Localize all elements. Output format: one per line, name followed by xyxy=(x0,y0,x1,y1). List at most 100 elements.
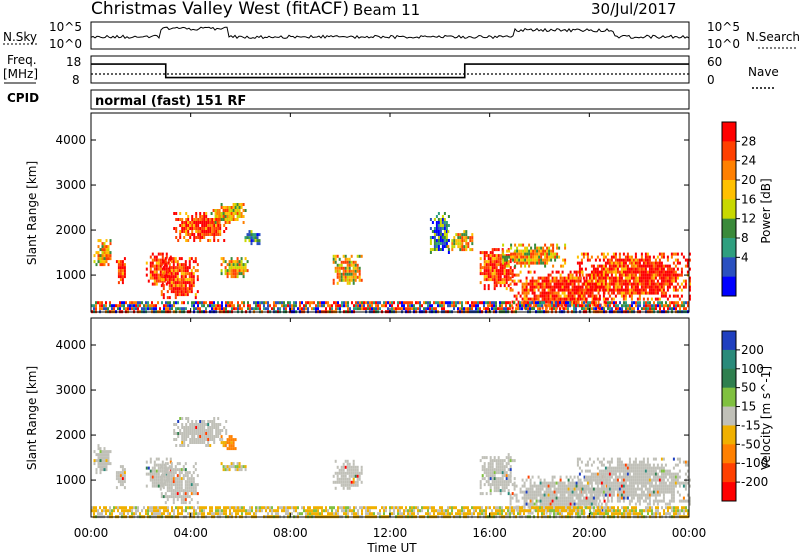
echo-cell xyxy=(161,469,164,473)
echo-cell xyxy=(103,447,106,451)
echo-cell xyxy=(188,290,191,294)
echo-cell xyxy=(519,294,522,298)
echo-cell xyxy=(616,487,619,491)
echo-cell xyxy=(491,263,494,267)
echo-cell xyxy=(153,469,156,473)
echo-cell xyxy=(352,266,355,270)
echo-cell xyxy=(477,307,479,311)
echo-cell xyxy=(183,224,186,227)
echo-cell xyxy=(645,307,647,311)
echo-cell xyxy=(553,291,556,295)
echo-cell xyxy=(656,502,659,506)
echo-cell xyxy=(375,307,377,311)
echo-cell xyxy=(178,492,181,496)
echo-cell xyxy=(551,475,554,479)
echo-cell xyxy=(373,307,375,311)
echo-cell xyxy=(569,304,571,308)
echo-cell xyxy=(684,258,687,262)
echo-cell xyxy=(622,469,625,473)
echo-cell xyxy=(604,279,607,283)
echo-cell xyxy=(533,481,536,485)
echo-cell xyxy=(602,484,605,488)
echo-cell xyxy=(559,475,562,479)
echo-cell xyxy=(212,209,215,212)
echo-cell xyxy=(121,272,124,276)
echo-cell xyxy=(224,218,227,221)
echo-cell xyxy=(356,468,359,472)
echo-cell xyxy=(672,273,675,277)
echo-cell xyxy=(151,270,154,274)
echo-cell xyxy=(203,301,205,305)
echo-cell xyxy=(549,493,552,497)
echo-cell xyxy=(101,301,103,305)
echo-cell xyxy=(350,269,353,273)
echo-cell xyxy=(379,307,381,311)
echo-cell xyxy=(133,304,135,308)
echo-cell xyxy=(354,465,357,469)
echo-cell xyxy=(221,307,223,311)
echo-cell xyxy=(650,288,653,292)
echo-cell xyxy=(211,230,214,233)
echo-cell xyxy=(594,273,597,277)
echo-cell xyxy=(135,509,137,513)
echo-cell xyxy=(575,288,578,292)
echo-cell xyxy=(684,499,687,503)
echo-cell xyxy=(555,285,558,289)
echo-cell xyxy=(529,478,532,482)
echo-cell xyxy=(664,481,667,485)
echo-cell xyxy=(279,307,281,311)
echo-cell xyxy=(240,203,243,206)
echo-cell xyxy=(201,221,204,224)
echo-cell xyxy=(346,477,349,481)
echo-cell xyxy=(602,475,605,479)
echo-cell xyxy=(216,209,219,212)
echo-cell xyxy=(441,301,443,305)
echo-cell xyxy=(439,227,442,230)
echo-cell xyxy=(192,477,195,481)
echo-cell xyxy=(479,251,482,255)
echo-cell xyxy=(626,258,629,262)
echo-cell xyxy=(663,307,665,311)
echo-cell xyxy=(674,276,677,280)
echo-cell xyxy=(610,264,613,268)
echo-cell xyxy=(247,301,249,305)
echo-cell xyxy=(443,304,445,308)
echo-cell xyxy=(149,267,152,271)
echo-cell xyxy=(99,465,102,469)
echo-cell xyxy=(433,227,436,230)
echo-cell xyxy=(526,258,529,262)
echo-cell xyxy=(421,304,423,308)
echo-cell xyxy=(618,487,621,491)
echo-cell xyxy=(187,432,190,435)
echo-cell xyxy=(205,307,207,311)
echo-cell xyxy=(125,509,127,513)
echo-cell xyxy=(648,484,651,488)
echo-cell xyxy=(119,506,121,510)
echo-cell xyxy=(658,252,661,256)
echo-cell xyxy=(628,279,631,283)
echo-cell xyxy=(567,490,570,494)
echo-cell xyxy=(192,492,195,496)
echo-cell xyxy=(626,469,629,473)
echo-cell xyxy=(509,496,512,500)
echo-cell xyxy=(538,258,541,262)
echo-cell xyxy=(493,304,495,308)
echo-cell xyxy=(287,301,289,305)
echo-cell xyxy=(658,288,661,292)
echo-cell xyxy=(97,301,99,305)
echo-cell xyxy=(109,512,111,516)
echo-cell xyxy=(119,480,122,484)
echo-cell xyxy=(293,304,295,308)
echo-cell xyxy=(549,304,551,308)
echo-cell xyxy=(533,307,535,311)
echo-cell xyxy=(668,279,671,283)
echo-cell xyxy=(655,307,657,311)
echo-cell xyxy=(111,304,113,308)
echo-cell xyxy=(561,297,564,301)
echo-cell xyxy=(187,221,190,224)
echo-cell xyxy=(119,278,122,282)
echo-cell xyxy=(579,484,582,488)
echo-cell xyxy=(371,307,373,311)
echo-cell xyxy=(299,301,301,305)
echo-cell xyxy=(629,307,631,311)
